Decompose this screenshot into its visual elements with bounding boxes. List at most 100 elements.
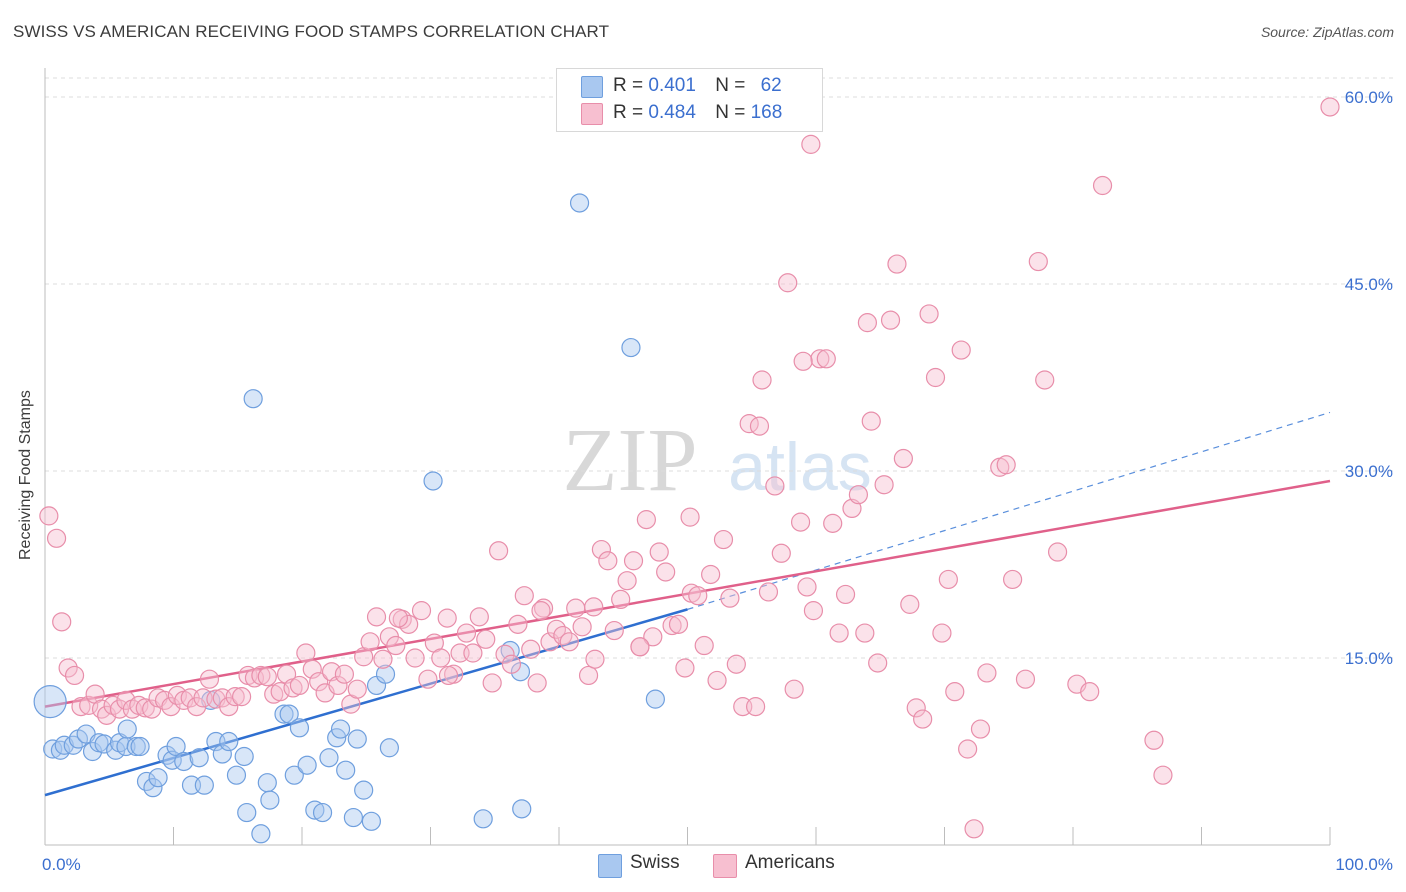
americans-point — [508, 614, 528, 634]
swiss-point — [379, 738, 399, 758]
americans-point — [1035, 370, 1055, 390]
americans-point — [514, 586, 534, 606]
americans-point — [765, 476, 785, 496]
americans-point — [617, 571, 637, 591]
americans-point — [951, 340, 971, 360]
americans-point — [476, 629, 496, 649]
americans-point — [749, 416, 770, 436]
swiss-point — [189, 748, 209, 768]
americans-point — [1003, 569, 1023, 590]
americans-point — [604, 620, 624, 641]
y-tick-label: 45.0% — [1345, 275, 1393, 294]
americans-point — [945, 682, 965, 702]
swiss-point — [237, 802, 257, 823]
swiss-point — [423, 471, 443, 491]
americans-point — [399, 614, 419, 634]
swiss-point — [473, 809, 493, 829]
swiss-point — [319, 748, 339, 768]
swiss-point — [194, 775, 214, 795]
swiss-point — [375, 664, 396, 684]
swiss-point — [143, 778, 163, 798]
swiss-point — [361, 811, 381, 831]
americans-point — [996, 455, 1016, 475]
swiss-point — [330, 719, 351, 739]
legend-swatch-swiss — [598, 854, 622, 878]
americans-point — [964, 819, 984, 839]
americans-point — [848, 485, 869, 505]
americans-point — [668, 614, 689, 634]
americans-point — [970, 719, 991, 739]
americans-point — [1047, 542, 1068, 562]
americans-point — [79, 695, 99, 715]
americans-point — [46, 528, 67, 548]
swiss-point — [305, 800, 325, 820]
swiss-point — [243, 389, 263, 409]
legend-r-label: R = — [613, 75, 644, 96]
americans-point — [302, 659, 322, 679]
americans-point — [694, 635, 714, 656]
americans-point — [643, 627, 663, 647]
source-label: Source: ZipAtlas.com — [1260, 24, 1394, 40]
legend-swatch-americans — [581, 103, 603, 125]
americans-point — [584, 597, 604, 617]
americans-point — [289, 675, 310, 696]
americans-point — [1092, 175, 1113, 196]
americans-point — [797, 577, 817, 597]
americans-point — [251, 665, 271, 686]
americans-point — [977, 663, 997, 683]
americans-point — [39, 506, 59, 526]
americans-point — [270, 682, 290, 702]
swiss-point — [166, 736, 186, 757]
legend-n-value: 168 — [750, 102, 783, 123]
swiss-point — [63, 735, 83, 755]
americans-point — [790, 512, 811, 532]
americans-point — [431, 648, 451, 668]
americans-point — [630, 637, 650, 657]
americans-point — [1153, 765, 1173, 785]
americans-point — [880, 310, 901, 330]
americans-point — [636, 510, 656, 530]
swiss-point — [251, 824, 271, 844]
swiss-point — [174, 751, 194, 772]
americans-point — [199, 669, 220, 689]
americans-point — [874, 475, 894, 495]
americans-point — [857, 313, 878, 333]
americans-point — [482, 673, 502, 693]
americans-point — [418, 669, 438, 689]
y-tick-label: 60.0% — [1345, 88, 1393, 107]
legend-swatch-americans — [713, 854, 737, 878]
americans-point — [219, 697, 239, 717]
americans-point — [746, 697, 766, 717]
americans-point — [649, 542, 669, 562]
americans-point — [861, 411, 881, 431]
legend-item-swiss[interactable]: Swiss — [598, 852, 708, 878]
americans-point — [758, 582, 779, 602]
correlation-legend: R = 0.401 N = 62 R = 0.484 N = 168 — [556, 68, 823, 132]
americans-point — [598, 551, 618, 571]
americans-point — [405, 648, 425, 668]
americans-point — [900, 594, 920, 614]
legend-n-label: N = — [715, 102, 746, 123]
americans-point — [868, 653, 888, 673]
americans-point — [662, 615, 682, 636]
legend-item-americans[interactable]: Americans — [713, 852, 863, 878]
americans-point — [784, 679, 804, 699]
americans-point — [64, 665, 85, 686]
americans-point — [411, 601, 432, 621]
americans-point — [257, 667, 277, 687]
americans-point — [572, 617, 592, 637]
americans-point — [58, 658, 78, 678]
americans-point — [135, 698, 155, 718]
americans-point — [437, 608, 457, 628]
americans-point — [855, 623, 875, 643]
swiss-point — [343, 807, 363, 828]
americans-point — [752, 370, 772, 390]
legend-label-americans: Americans — [745, 852, 835, 873]
swiss-point — [274, 704, 294, 724]
americans-point — [533, 598, 554, 618]
americans-point — [366, 607, 387, 627]
watermark-atlas: atlas — [728, 429, 872, 505]
americans-point — [887, 254, 907, 274]
swiss-point — [312, 802, 333, 823]
americans-point — [803, 601, 824, 621]
